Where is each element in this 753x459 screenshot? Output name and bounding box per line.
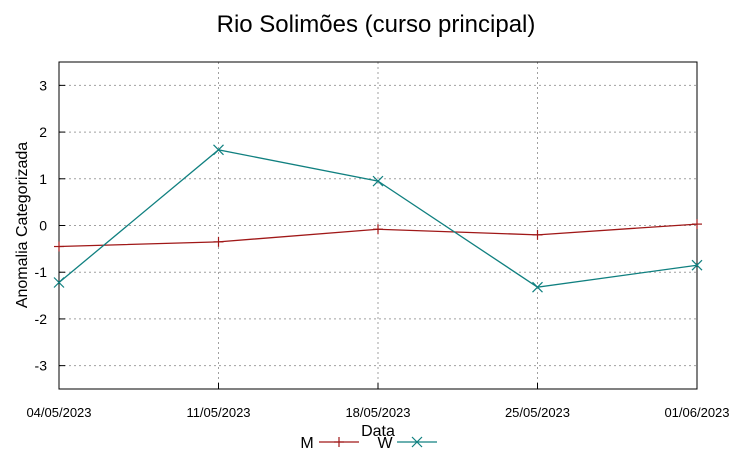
data-point-W	[213, 144, 224, 156]
grid	[58, 62, 698, 389]
legend-label-M: M	[300, 435, 313, 452]
y-tick-label: -3	[35, 358, 48, 374]
y-tick-label: -1	[35, 264, 48, 280]
x-tick-label: 18/05/2023	[345, 405, 410, 420]
y-axis: -3 -2 -1 0 1 2 3	[35, 77, 65, 374]
data-point-M	[213, 236, 224, 247]
data-point-M	[373, 224, 383, 235]
data-point-M	[54, 241, 64, 252]
y-tick-label: 3	[39, 77, 47, 93]
data-point-W	[532, 281, 543, 293]
y-axis-label: Anomalia Categorizada	[14, 142, 31, 308]
legend-marker-M	[334, 437, 344, 447]
y-tick-label: 0	[39, 218, 47, 234]
chart-title: Rio Solimões (curso principal)	[217, 11, 536, 38]
x-tick-label: 25/05/2023	[505, 405, 570, 420]
x-axis-label: Data	[361, 423, 395, 440]
data-point-W	[372, 175, 384, 187]
x-axis: 04/05/2023 11/05/2023 18/05/2023 25/05/2023…	[26, 383, 730, 420]
x-tick-label: 01/06/2023	[664, 405, 729, 420]
x-tick-label: 04/05/2023	[26, 405, 91, 420]
data-point-M	[692, 219, 702, 230]
data-point-W	[53, 277, 65, 288]
y-tick-label: 2	[39, 124, 47, 140]
legend-label-W: W	[377, 435, 393, 452]
y-tick-label: -2	[35, 311, 48, 327]
legend-marker-W	[411, 436, 423, 448]
y-tick-label: 1	[39, 171, 47, 187]
data-point-M	[532, 229, 543, 240]
series-layer	[53, 144, 703, 293]
x-tick-label: 11/05/2023	[186, 405, 250, 420]
data-point-W	[691, 259, 703, 271]
